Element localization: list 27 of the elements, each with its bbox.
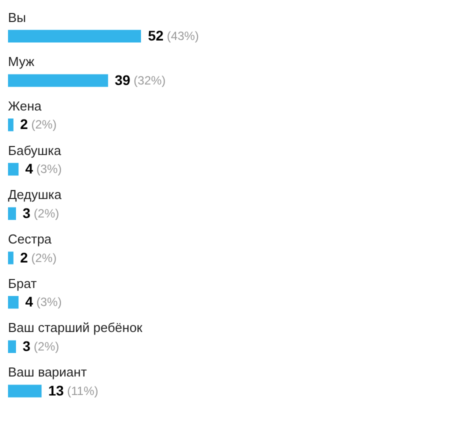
data-label: 13 (11%)	[48, 382, 98, 398]
data-label: 52 (43%)	[148, 28, 199, 44]
y-tick-label: Жена	[8, 98, 42, 114]
y-tick-label: Сестра	[8, 232, 52, 247]
bar	[8, 74, 108, 87]
y-tick-label: Брат	[8, 276, 37, 291]
bar	[8, 296, 19, 309]
y-tick-label: Дедушка	[8, 187, 62, 202]
data-label: 2 (2%)	[20, 249, 57, 266]
y-tick-label: Ваш вариант	[8, 364, 87, 380]
bar	[8, 118, 14, 132]
bar	[8, 384, 42, 398]
data-label: 2 (2%)	[20, 116, 57, 132]
data-label: 39 (32%)	[114, 72, 166, 88]
bar	[8, 252, 14, 264]
data-label: 4 (3%)	[25, 160, 62, 177]
y-tick-label: Муж	[8, 54, 35, 70]
y-tick-label: Бабушка	[8, 142, 62, 158]
bar	[8, 30, 141, 43]
bar	[8, 207, 16, 220]
data-label: 3 (2%)	[22, 204, 60, 221]
data-label: 4 (3%)	[25, 294, 62, 310]
bar	[8, 162, 19, 176]
bar	[8, 340, 16, 353]
y-tick-label: Вы	[8, 10, 26, 25]
y-tick-label: Ваш старший ребёнок	[8, 320, 143, 336]
data-label: 3 (2%)	[22, 338, 60, 354]
